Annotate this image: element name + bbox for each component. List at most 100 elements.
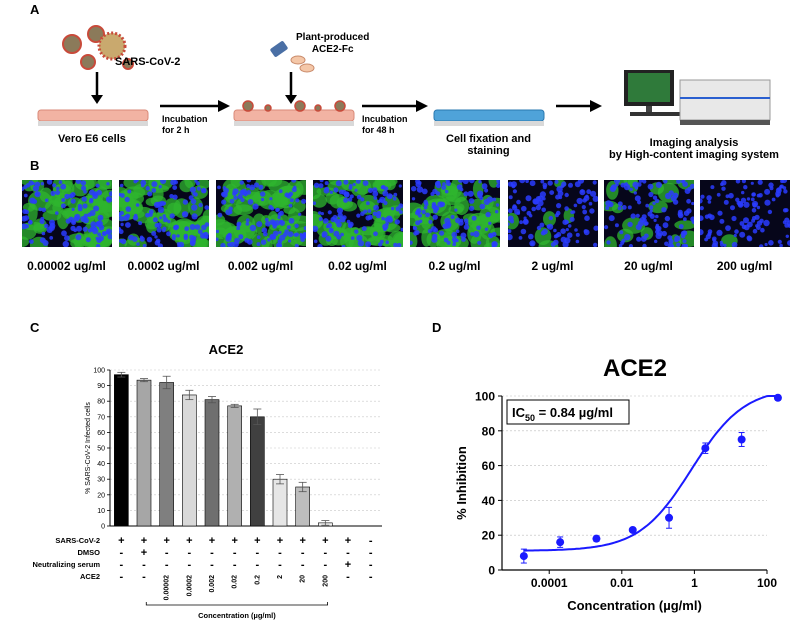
cell-layer-2: [233, 109, 355, 122]
table-mark: -: [301, 559, 305, 571]
y-tick-label: 40: [482, 494, 496, 508]
imaging-system-icon: [624, 70, 771, 125]
virus-label: SARS-CoV-2: [115, 56, 181, 68]
cells-label: Vero E6 cells: [58, 133, 126, 145]
table-mark: -: [233, 547, 237, 559]
table-mark: -: [369, 571, 373, 583]
imaging-line-2: by High-content imaging system: [609, 149, 779, 161]
data-point: [701, 444, 710, 453]
table-concentration: 0.002: [209, 575, 216, 593]
micrograph-label: 0.02 ug/ml: [328, 259, 387, 273]
table-concentration: 0.0002: [186, 575, 193, 597]
table-row-label: SARS-CoV-2: [55, 536, 100, 545]
table-row-label: Neutralizing serum: [32, 560, 100, 569]
y-tick-label: 50: [97, 446, 105, 453]
table-mark: -: [165, 559, 169, 571]
y-tick-label: 60: [97, 430, 105, 437]
micrograph: [22, 180, 112, 247]
micrograph-label: 0.00002 ug/ml: [27, 259, 106, 273]
imaging-line-1: Imaging analysis: [649, 137, 739, 149]
table-mark: -: [165, 547, 169, 559]
micrograph-label: 0.0002 ug/ml: [127, 259, 200, 273]
table-mark: +: [322, 535, 328, 547]
data-point: [773, 393, 782, 402]
chart-title: ACE2: [603, 355, 667, 382]
table-mark: -: [142, 571, 146, 583]
y-tick-label: 80: [97, 399, 105, 406]
x-axis-label: Concentration (µg/ml): [198, 611, 276, 620]
table-mark: +: [209, 535, 215, 547]
table-mark: +: [299, 535, 305, 547]
micrograph: [313, 180, 403, 247]
table-mark: -: [278, 559, 282, 571]
incubation-2-label: Incubation for 48 h: [362, 114, 408, 136]
cell-layer-1: [37, 109, 149, 122]
table-mark: -: [255, 547, 259, 559]
bar: [136, 379, 152, 527]
y-tick-label: 40: [97, 461, 105, 468]
table-mark: +: [186, 535, 192, 547]
y-tick-label: 0: [488, 564, 495, 578]
micrograph: [508, 180, 598, 247]
panel-letter-c: C: [30, 320, 40, 335]
table-mark: +: [163, 535, 169, 547]
fit-curve: [523, 395, 778, 552]
panel-letter-b: B: [30, 158, 40, 173]
bar: [182, 394, 197, 527]
ace2-fc-label: Plant-produced ACE2-Fc: [296, 32, 369, 56]
dose-response-chart: ACE2 0 20 40 60 80 100 0.0001 0.01 1 100 Concentrat…: [454, 355, 782, 613]
cell-layer-stained: [433, 109, 545, 122]
table-mark: -: [119, 559, 123, 571]
bar: [227, 405, 242, 527]
table-mark: +: [231, 535, 237, 547]
table-mark: -: [142, 559, 146, 571]
x-tick-label: 100: [757, 576, 777, 590]
y-tick-label: 10: [97, 508, 105, 515]
panel-letter-d: D: [432, 320, 442, 335]
micrograph: [216, 180, 306, 247]
y-tick-label: 0: [101, 524, 105, 531]
y-tick-label: 20: [97, 492, 105, 499]
chart-title: ACE2: [209, 342, 244, 357]
table-mark: -: [187, 559, 191, 571]
micrograph-label: 200 ug/ml: [716, 259, 773, 273]
micrograph: [700, 180, 790, 247]
table-mark: -: [346, 547, 350, 559]
micrograph-label: 0.002 ug/ml: [227, 259, 294, 273]
micrograph: [604, 180, 694, 247]
incubation-2-line-2: for 48 h: [362, 125, 395, 135]
y-axis-label: % SARS-CoV-2 Infected cells: [85, 402, 92, 494]
table-mark: -: [369, 535, 373, 547]
virus-icon: [62, 25, 134, 70]
bar: [272, 478, 288, 527]
incubation-2-line-1: Incubation: [362, 114, 408, 124]
panel-letter-a: A: [30, 2, 40, 17]
concentration-bracket: [145, 602, 329, 606]
table-mark: -: [255, 559, 259, 571]
table-mark: -: [323, 547, 327, 559]
imaging-label: Imaging analysis by High-content imaging…: [598, 137, 790, 161]
table-mark: -: [210, 559, 214, 571]
y-tick-label: 70: [97, 414, 105, 421]
data-point: [665, 513, 674, 522]
y-tick-label: 100: [93, 368, 105, 375]
table-mark: -: [119, 547, 123, 559]
data-point: [519, 552, 528, 561]
table-row-label: ACE2: [80, 572, 100, 581]
table-mark: -: [119, 571, 123, 583]
table-mark: -: [210, 547, 214, 559]
table-concentration: 2: [277, 575, 284, 579]
micrograph: [410, 180, 500, 247]
table-mark: -: [301, 547, 305, 559]
data-point: [556, 538, 565, 547]
x-axis-label: Concentration (µg/ml): [567, 598, 702, 613]
micrograph-label: 20 ug/ml: [624, 259, 673, 273]
table-mark: +: [277, 535, 283, 547]
bar: [114, 374, 129, 527]
table-concentration: 0.2: [254, 575, 261, 585]
x-tick-label: 0.01: [610, 576, 634, 590]
micrograph-label: 0.2 ug/ml: [428, 259, 481, 273]
bar: [159, 382, 174, 527]
fixation-line-1: Cell fixation and: [446, 133, 531, 145]
